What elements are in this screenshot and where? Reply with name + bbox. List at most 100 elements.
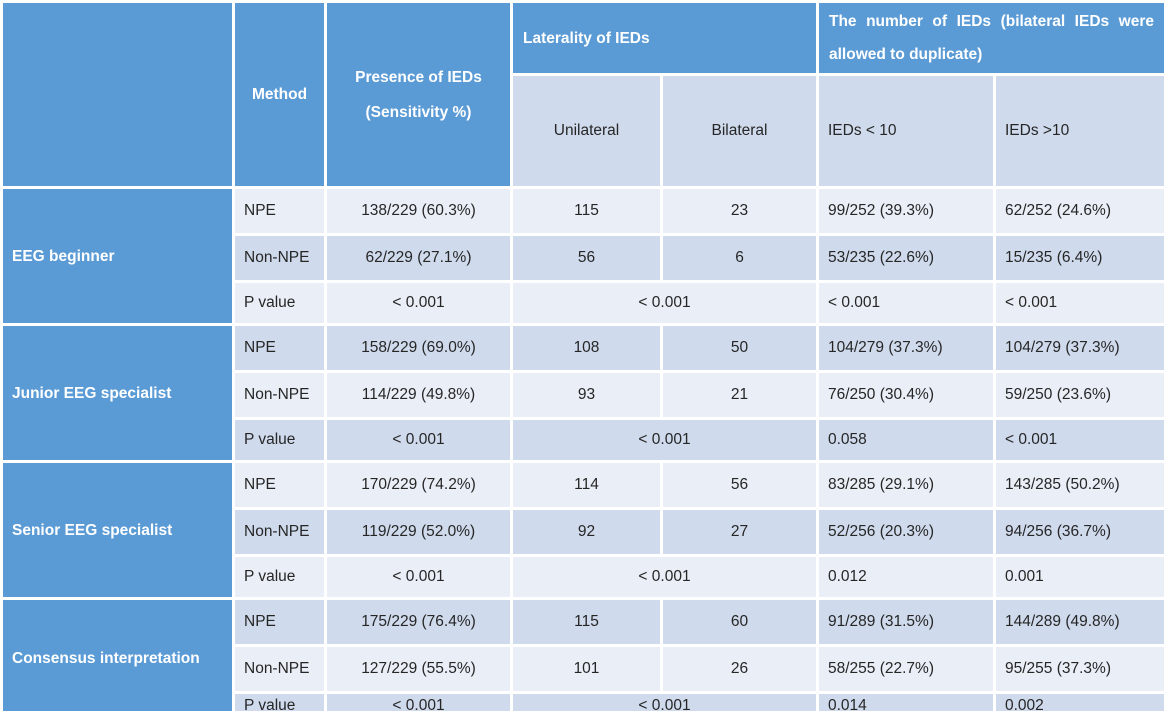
- table-header: Method Presence of IEDs (Sensitivity %) …: [0, 0, 1164, 189]
- table-row-pvalue: P value < 0.001 < 0.001 0.058 < 0.001: [2, 417, 1164, 463]
- method-cell: P value: [232, 280, 327, 326]
- ieds-lt10-cell: 99/252 (39.3%): [816, 186, 996, 236]
- method-header: Method: [232, 0, 327, 189]
- ieds-gt10-cell: 104/279 (37.3%): [993, 323, 1164, 373]
- method-cell: Non-NPE: [232, 233, 327, 283]
- presence-cell: 175/229 (76.4%): [324, 597, 513, 647]
- number-of-ieds-header: The number of IEDs (bilateral IEDs were …: [816, 0, 1164, 76]
- ieds-gt10-cell: < 0.001: [993, 417, 1164, 463]
- ieds-gt10-cell: 0.002: [993, 691, 1164, 711]
- corner-cell: [0, 0, 235, 189]
- ieds-gt10-cell: 15/235 (6.4%): [993, 233, 1164, 283]
- group-label-consensus-interpretation: Consensus interpretation: [0, 597, 235, 711]
- unilateral-cell: 92: [510, 507, 663, 557]
- laterality-header: Laterality of IEDs: [510, 0, 819, 76]
- ieds-lt10-cell: 83/285 (29.1%): [816, 460, 996, 510]
- laterality-merged-cell: < 0.001: [510, 417, 819, 463]
- unilateral-cell: 93: [510, 370, 663, 420]
- ieds-gt10-cell: 143/285 (50.2%): [993, 460, 1164, 510]
- laterality-merged-cell: < 0.001: [510, 691, 819, 711]
- ieds-lt10-cell: 0.012: [816, 554, 996, 600]
- unilateral-cell: 101: [510, 644, 663, 694]
- laterality-merged-cell: < 0.001: [510, 280, 819, 326]
- method-cell: NPE: [232, 597, 327, 647]
- method-cell: Non-NPE: [232, 370, 327, 420]
- presence-header: Presence of IEDs (Sensitivity %): [324, 0, 513, 189]
- bilateral-cell: 27: [660, 507, 819, 557]
- ieds-gt10-cell: < 0.001: [993, 280, 1164, 326]
- method-cell: P value: [232, 554, 327, 600]
- table-row-pvalue: P value < 0.001 < 0.001 < 0.001 < 0.001: [2, 280, 1164, 326]
- unilateral-cell: 115: [510, 186, 663, 236]
- method-cell: NPE: [232, 323, 327, 373]
- table-row: EEG beginner NPE 138/229 (60.3%) 115 23 …: [0, 186, 1164, 326]
- bilateral-header: Bilateral: [660, 73, 819, 189]
- unilateral-cell: 108: [510, 323, 663, 373]
- header-row-1: Method Presence of IEDs (Sensitivity %) …: [0, 0, 1164, 189]
- ieds-lt10-cell: 52/256 (20.3%): [816, 507, 996, 557]
- method-cell: NPE: [232, 186, 327, 236]
- table-row-pvalue: P value < 0.001 < 0.001 0.014 0.002: [2, 691, 1164, 711]
- ieds-lt10-cell: < 0.001: [816, 280, 996, 326]
- presence-header-line2: (Sensitivity %): [365, 103, 472, 121]
- ieds-lt10-cell: 0.014: [816, 691, 996, 711]
- ieds-lt10-cell: 58/255 (22.7%): [816, 644, 996, 694]
- method-cell: P value: [232, 691, 327, 711]
- ieds-lt10-cell: 0.058: [816, 417, 996, 463]
- presence-cell: 170/229 (74.2%): [324, 460, 513, 510]
- method-cell: P value: [232, 417, 327, 463]
- table-row: Non-NPE 114/229 (49.8%) 93 21 76/250 (30…: [2, 370, 1164, 420]
- unilateral-cell: 56: [510, 233, 663, 283]
- table-row-pvalue: P value < 0.001 < 0.001 0.012 0.001: [2, 554, 1164, 600]
- presence-cell: 127/229 (55.5%): [324, 644, 513, 694]
- ieds-lt10-cell: 76/250 (30.4%): [816, 370, 996, 420]
- group-label-senior-eeg-specialist: Senior EEG specialist: [0, 460, 235, 600]
- table-row: Non-NPE 62/229 (27.1%) 56 6 53/235 (22.6…: [2, 233, 1164, 283]
- bilateral-cell: 6: [660, 233, 819, 283]
- laterality-merged-cell: < 0.001: [510, 554, 819, 600]
- method-cell: NPE: [232, 460, 327, 510]
- table-row: Senior EEG specialist NPE 170/229 (74.2%…: [0, 460, 1164, 600]
- table-row: Non-NPE 119/229 (52.0%) 92 27 52/256 (20…: [2, 507, 1164, 557]
- header-row-2: Unilateral Bilateral IEDs < 10 IEDs >10: [2, 73, 1164, 189]
- group-label-eeg-beginner: EEG beginner: [0, 186, 235, 326]
- presence-cell: 158/229 (69.0%): [324, 323, 513, 373]
- bilateral-cell: 26: [660, 644, 819, 694]
- ieds-lt10-cell: 104/279 (37.3%): [816, 323, 996, 373]
- ieds-gt10-header: IEDs >10: [993, 73, 1164, 189]
- group-label-junior-eeg-specialist: Junior EEG specialist: [0, 323, 235, 463]
- presence-cell: < 0.001: [324, 417, 513, 463]
- bilateral-cell: 21: [660, 370, 819, 420]
- presence-cell: 119/229 (52.0%): [324, 507, 513, 557]
- presence-cell: < 0.001: [324, 554, 513, 600]
- presence-cell: 138/229 (60.3%): [324, 186, 513, 236]
- bilateral-cell: 23: [660, 186, 819, 236]
- ieds-gt10-cell: 0.001: [993, 554, 1164, 600]
- presence-cell: < 0.001: [324, 691, 513, 711]
- ieds-gt10-cell: 62/252 (24.6%): [993, 186, 1164, 236]
- presence-cell: 62/229 (27.1%): [324, 233, 513, 283]
- presence-cell: 114/229 (49.8%): [324, 370, 513, 420]
- ieds-lt10-cell: 91/289 (31.5%): [816, 597, 996, 647]
- ieds-lt10-header: IEDs < 10: [816, 73, 996, 189]
- unilateral-cell: 115: [510, 597, 663, 647]
- ieds-gt10-cell: 59/250 (23.6%): [993, 370, 1164, 420]
- bilateral-cell: 50: [660, 323, 819, 373]
- table-body: EEG beginner NPE 138/229 (60.3%) 115 23 …: [0, 186, 1164, 711]
- ieds-gt10-cell: 144/289 (49.8%): [993, 597, 1164, 647]
- ieds-gt10-cell: 95/255 (37.3%): [993, 644, 1164, 694]
- presence-cell: < 0.001: [324, 280, 513, 326]
- unilateral-cell: 114: [510, 460, 663, 510]
- presence-header-line1: Presence of IEDs: [355, 68, 482, 86]
- bilateral-cell: 56: [660, 460, 819, 510]
- unilateral-header: Unilateral: [510, 73, 663, 189]
- method-cell: Non-NPE: [232, 507, 327, 557]
- method-cell: Non-NPE: [232, 644, 327, 694]
- table-row: Junior EEG specialist NPE 158/229 (69.0%…: [0, 323, 1164, 463]
- table-row: Consensus interpretation NPE 175/229 (76…: [0, 597, 1164, 711]
- table-row: Non-NPE 127/229 (55.5%) 101 26 58/255 (2…: [2, 644, 1164, 694]
- bilateral-cell: 60: [660, 597, 819, 647]
- ieds-lt10-cell: 53/235 (22.6%): [816, 233, 996, 283]
